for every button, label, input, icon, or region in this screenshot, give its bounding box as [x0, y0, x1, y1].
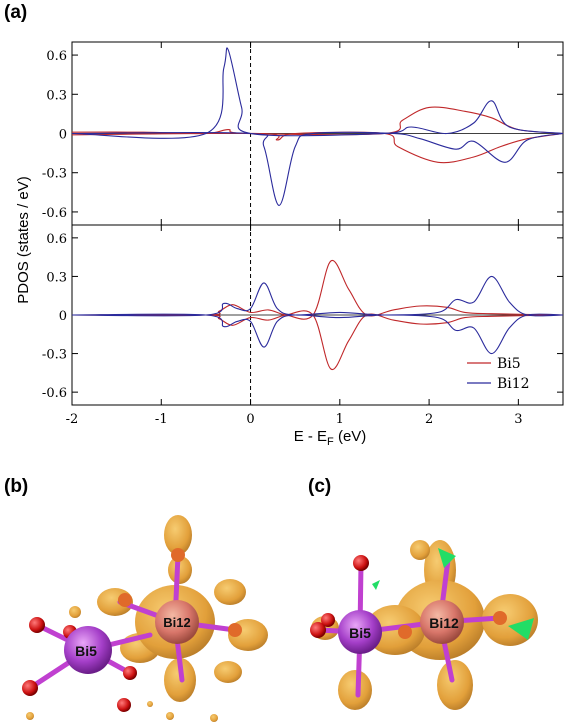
- pdos-top-axes: 0.6 0.3 0 -0.3 -0.6: [42, 41, 564, 226]
- green-isosurface-top: [438, 548, 456, 568]
- x-tick-label: 0: [246, 412, 254, 427]
- x-tick-label: -2: [66, 412, 79, 427]
- bi12-atom-b: [155, 600, 199, 644]
- y-tick-label: 0.3: [46, 88, 67, 103]
- x-tick-label: -1: [155, 412, 168, 427]
- series-bi12-spin-down: [71, 131, 564, 206]
- bi5-atom-b: [64, 626, 112, 674]
- bi12-atom-c: [420, 600, 464, 644]
- y-tick-label: 0: [59, 309, 67, 324]
- oxygen-atoms-c: [310, 555, 507, 639]
- green-isosurface-right: [508, 618, 534, 640]
- y-tick-label: 0.3: [46, 270, 67, 285]
- bi5-atom-c: [338, 610, 382, 654]
- series-bi5-spin-down: [71, 310, 564, 370]
- x-tick-label: 3: [514, 412, 522, 427]
- oxygen-atoms-b: [22, 548, 242, 712]
- x-tick-label: 2: [425, 412, 433, 427]
- green-isosurface-small: [372, 580, 380, 590]
- y-tick-label: 0.6: [46, 49, 67, 64]
- panel-b-label: (b): [4, 476, 29, 497]
- bi12-label-b: Bi12: [163, 615, 190, 630]
- panel-c-structure: Bi5 Bi12: [310, 540, 538, 710]
- y-tick-label: -0.6: [42, 386, 67, 401]
- pdos-figure: 0.6 0.3 0 -0.3 -0.6 0.6 0.3 0 -0.3 -0.6 -2 -1 0 1 2 3 B…: [15, 41, 564, 448]
- y-tick-label: 0.6: [46, 232, 67, 247]
- isosurface-lobes-b: [26, 515, 268, 722]
- bi5-label-c: Bi5: [349, 625, 371, 641]
- y-tick-label: -0.3: [42, 167, 67, 182]
- panel-c-label: (c): [308, 476, 332, 497]
- pdos-bottom-axes: 0.6 0.3 0 -0.3 -0.6 -2 -1 0 1 2 3 Bi5 Bi12: [42, 224, 564, 427]
- y-tick-label: -0.3: [42, 348, 67, 363]
- x-axis-label: E - EF (eV): [294, 428, 367, 448]
- isosurface-images: Bi5 Bi12: [22, 515, 538, 722]
- series-bi5-spin-up: [71, 106, 564, 136]
- legend-label: Bi5: [497, 356, 521, 372]
- series-bi12-spin-up: [71, 275, 564, 317]
- bi12-label-c: Bi12: [429, 615, 459, 631]
- series-bi12-spin-down: [71, 313, 564, 355]
- legend-label: Bi12: [497, 376, 530, 392]
- y-tick-label: -0.6: [42, 206, 67, 221]
- x-tick-label: 1: [336, 412, 344, 427]
- y-tick-label: 0: [59, 128, 67, 143]
- series-bi5-spin-up: [71, 260, 564, 320]
- y-axis-label: PDOS (states / eV): [15, 176, 32, 304]
- panel-b-structure: Bi5 Bi12: [22, 515, 268, 722]
- bi5-label-b: Bi5: [75, 643, 97, 659]
- panel-a-label: (a): [4, 2, 28, 23]
- series-bi12-spin-up: [71, 47, 564, 139]
- series-bi5-spin-down: [71, 131, 564, 164]
